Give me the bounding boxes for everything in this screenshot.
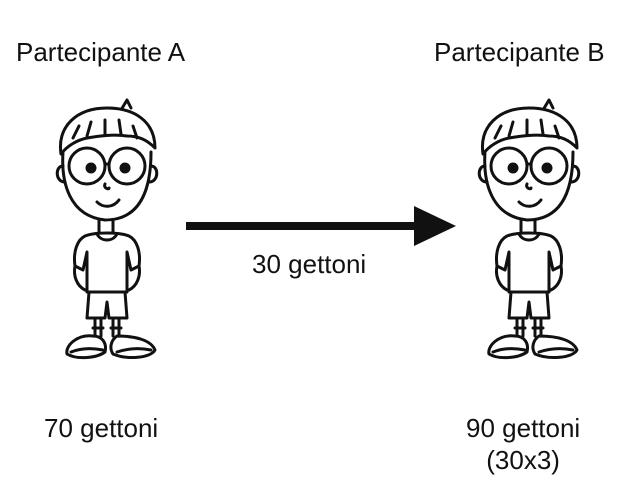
arrow-right-icon bbox=[186, 206, 456, 246]
participant-b-tokens: 90 gettoni (30x3) bbox=[466, 412, 580, 476]
participant-a-title: Partecipante A bbox=[16, 37, 186, 67]
participant-b-tokens-calculation: (30x3) bbox=[486, 445, 560, 475]
participant-a-figure bbox=[47, 96, 167, 366]
participant-b-title: Partecipante B bbox=[434, 37, 605, 67]
participant-b-tokens-value: 90 gettoni bbox=[466, 413, 581, 443]
boy-cartoon-icon bbox=[55, 98, 159, 360]
participant-a-tokens: 70 gettoni bbox=[44, 413, 159, 443]
participant-b-figure bbox=[469, 96, 589, 366]
transfer-label: 30 gettoni bbox=[252, 249, 367, 279]
transfer-arrow bbox=[186, 206, 456, 246]
boy-cartoon-icon bbox=[477, 98, 581, 360]
